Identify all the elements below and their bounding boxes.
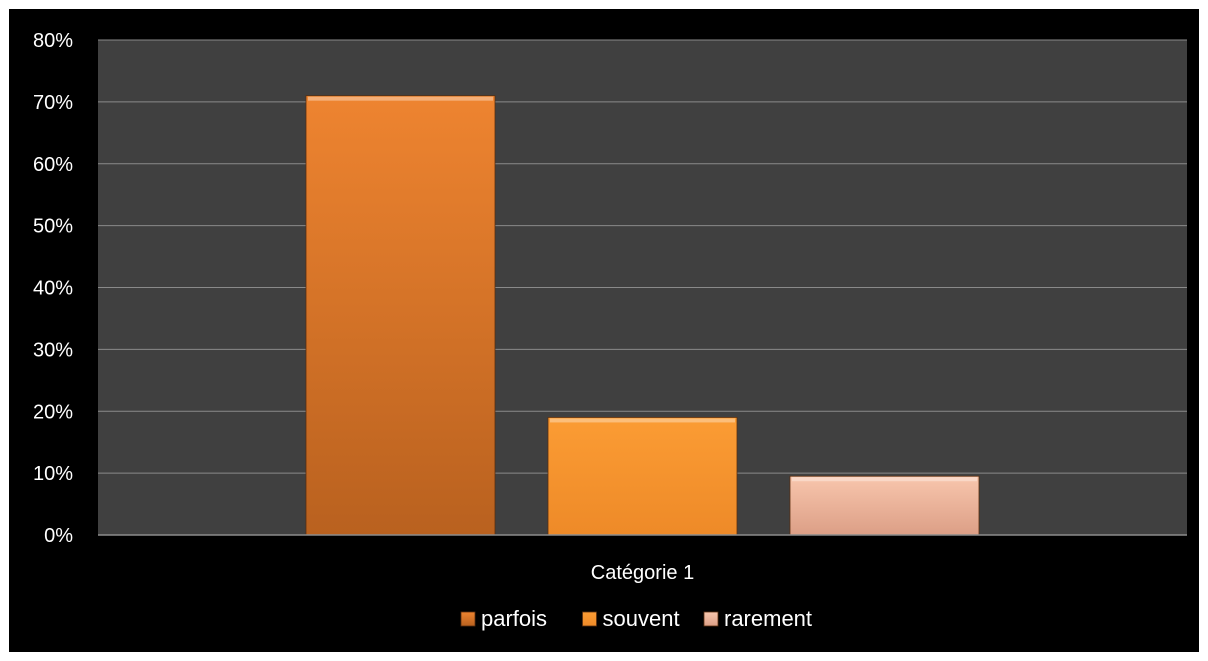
bar-rarement [789, 475, 980, 536]
legend-label-souvent: souvent [603, 606, 680, 631]
y-tick-label-5: 50% [33, 216, 73, 238]
legend-swatch-rarement [703, 611, 719, 627]
y-tick-label-1: 10% [33, 463, 73, 485]
y-tick-label-6: 60% [33, 154, 73, 176]
bars [305, 95, 980, 536]
gridlines [98, 39, 1187, 474]
y-tick-label-4: 40% [33, 278, 73, 300]
x-tick-label-category-1: Catégorie 1 [591, 562, 694, 584]
legend-swatch-parfois [460, 611, 476, 627]
legend-swatch-souvent [582, 611, 597, 627]
y-tick-label-7: 70% [33, 92, 73, 114]
bar-chart: 0% 10% 20% 30% 40% 50% 60% 70% 80% Catégorie 1 p… [33, 30, 1187, 631]
legend-label-parfois: parfois [481, 606, 547, 631]
y-tick-label-3: 30% [33, 339, 73, 361]
y-tick-label-2: 20% [33, 401, 73, 423]
legend: parfois souvent rarement [460, 606, 812, 631]
y-tick-label-8: 80% [33, 30, 73, 52]
y-axis-ticks: 0% 10% 20% 30% 40% 50% 60% 70% 80% [33, 30, 73, 547]
bar-souvent [547, 417, 738, 536]
chart-frame: 0% 10% 20% 30% 40% 50% 60% 70% 80% Catégorie 1 p… [9, 9, 1199, 652]
bar-parfois [305, 95, 496, 536]
legend-label-rarement: rarement [724, 606, 812, 631]
y-tick-label-0: 0% [44, 525, 73, 547]
